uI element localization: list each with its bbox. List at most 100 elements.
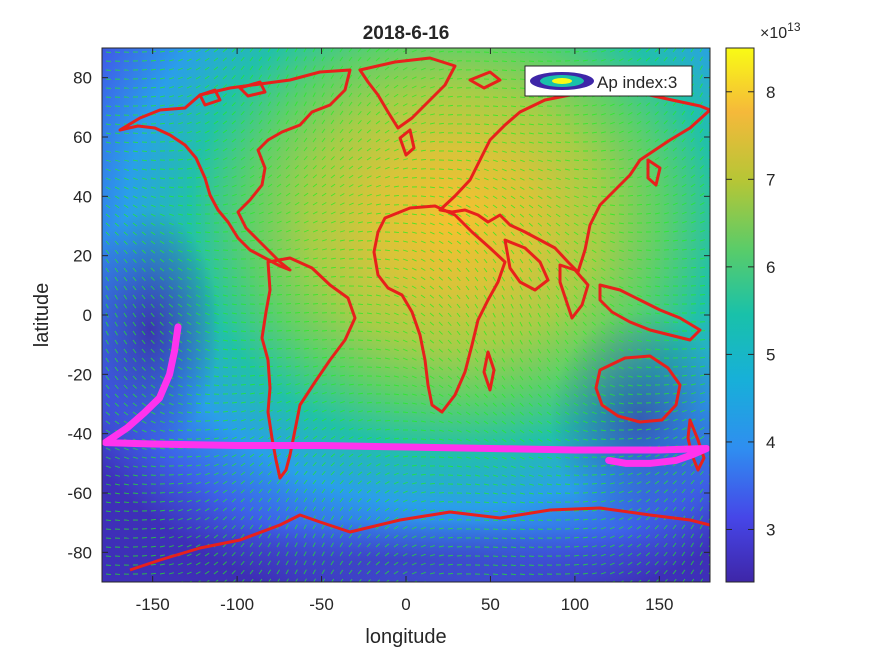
vector-arrow <box>141 339 146 345</box>
vector-arrow <box>321 479 326 485</box>
vector-arrow <box>663 56 668 62</box>
vector-arrow <box>123 330 128 336</box>
vector-arrow <box>195 276 201 280</box>
vector-arrow <box>555 240 560 245</box>
vector-arrow <box>141 267 146 272</box>
vector-arrow <box>510 555 517 557</box>
vector-arrow <box>546 231 551 236</box>
vector-arrow <box>564 213 570 217</box>
vector-arrow <box>402 321 408 325</box>
vector-arrow <box>699 248 705 251</box>
vector-arrow <box>348 551 353 557</box>
vector-arrow <box>438 420 444 424</box>
vector-arrow <box>249 48 254 53</box>
vector-arrow <box>366 156 372 161</box>
vector-arrow <box>483 474 489 477</box>
vector-arrow <box>132 267 137 273</box>
vector-arrow <box>330 174 336 179</box>
vector-arrow <box>456 258 461 263</box>
vector-arrow <box>267 551 271 557</box>
vector-arrow <box>348 515 353 521</box>
vector-arrow <box>600 303 606 308</box>
vector-arrow <box>375 129 381 134</box>
vector-arrow <box>177 85 183 89</box>
vector-arrow <box>429 186 436 189</box>
vector-arrow <box>528 159 534 163</box>
vector-arrow <box>609 312 615 317</box>
vector-arrow <box>690 383 696 386</box>
vector-arrow <box>465 474 471 477</box>
vector-arrow <box>636 472 642 476</box>
vector-arrow <box>636 258 642 261</box>
vector-arrow <box>195 222 202 225</box>
vector-arrow <box>159 285 164 290</box>
vector-arrow <box>393 167 399 170</box>
vector-arrow <box>339 248 346 251</box>
vector-arrow <box>618 149 624 152</box>
vector-arrow <box>591 104 597 107</box>
vector-arrow <box>591 276 597 281</box>
vector-arrow <box>114 249 119 255</box>
vector-arrow <box>519 366 524 372</box>
vector-arrow <box>708 67 710 71</box>
vector-arrow <box>411 420 418 423</box>
vector-arrow <box>285 137 290 143</box>
vector-arrow <box>708 58 710 62</box>
vector-arrow <box>393 516 399 521</box>
vector-arrow <box>321 497 326 503</box>
vector-arrow <box>249 147 254 152</box>
vector-arrow <box>681 248 688 251</box>
vector-arrow <box>465 429 471 433</box>
vector-arrow <box>294 155 299 161</box>
vector-arrow <box>294 569 298 575</box>
vector-arrow <box>330 83 334 89</box>
vector-arrow <box>123 150 129 153</box>
vector-arrow <box>555 312 560 318</box>
vector-arrow <box>177 509 183 512</box>
vector-arrow <box>672 418 678 422</box>
vector-arrow <box>168 518 174 521</box>
vector-arrow <box>492 312 496 318</box>
vector-arrow <box>375 285 381 288</box>
vector-arrow <box>276 83 280 89</box>
vector-arrow <box>186 303 192 308</box>
vector-arrow <box>465 240 471 245</box>
vector-arrow <box>105 375 110 381</box>
vector-arrow <box>231 66 236 71</box>
vector-arrow <box>141 384 147 389</box>
vector-arrow <box>393 472 399 476</box>
vector-arrow <box>546 456 552 460</box>
vector-arrow <box>150 420 156 424</box>
vector-arrow <box>114 501 121 504</box>
vector-arrow <box>222 194 228 197</box>
vector-arrow <box>357 312 364 314</box>
vector-arrow <box>555 384 560 389</box>
vector-arrow <box>663 436 669 440</box>
vector-arrow <box>339 239 345 242</box>
vector-arrow <box>186 213 193 216</box>
vector-arrow <box>384 339 390 342</box>
vector-arrow <box>330 92 334 98</box>
vector-arrow <box>141 177 147 180</box>
vector-arrow <box>330 48 335 53</box>
vector-arrow <box>132 384 137 389</box>
vector-arrow <box>420 294 426 299</box>
vector-arrow <box>177 411 183 414</box>
vector-arrow <box>105 510 112 513</box>
vector-arrow <box>699 239 705 242</box>
vector-arrow <box>186 384 192 388</box>
vector-arrow <box>123 303 128 309</box>
vector-arrow <box>663 202 669 206</box>
vector-arrow <box>249 515 254 521</box>
vector-arrow <box>438 294 443 299</box>
vector-arrow <box>699 110 704 116</box>
vector-arrow <box>465 465 471 468</box>
vector-arrow <box>519 240 524 246</box>
coastline-madagascar <box>482 350 496 392</box>
vector-arrow <box>222 339 228 342</box>
vector-arrow <box>654 129 660 134</box>
vector-arrow <box>195 455 201 458</box>
vector-arrow <box>573 321 578 327</box>
vector-arrow <box>276 56 280 62</box>
vector-arrow <box>276 400 282 404</box>
